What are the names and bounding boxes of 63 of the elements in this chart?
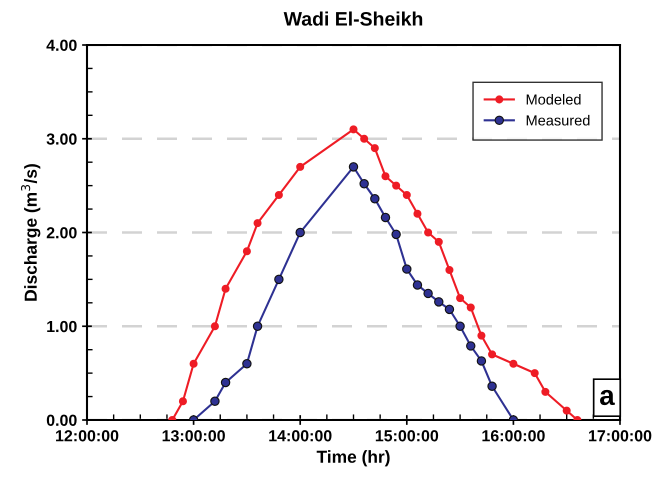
x-tick-label: 16:00:00 [482, 430, 545, 442]
point [274, 274, 284, 284]
point [252, 322, 262, 331]
point [295, 228, 305, 238]
point [242, 359, 252, 368]
point [381, 172, 390, 180]
point [222, 284, 230, 293]
point [402, 190, 411, 200]
point [476, 356, 486, 366]
point [541, 388, 550, 396]
legend-label: Modeled [526, 94, 581, 105]
x-tick-label: 17:00:00 [589, 430, 652, 442]
point [391, 230, 401, 240]
point [530, 369, 539, 378]
point [348, 162, 358, 172]
point [392, 182, 400, 190]
point [434, 238, 443, 246]
y-tick-label: 0.00 [46, 414, 77, 426]
point [210, 322, 219, 330]
point [402, 264, 412, 274]
point [444, 304, 454, 314]
point [466, 341, 476, 351]
point [370, 194, 380, 204]
point [455, 322, 465, 331]
point [423, 288, 433, 298]
point [360, 134, 368, 143]
point [242, 247, 251, 256]
point [487, 382, 497, 391]
point [349, 125, 358, 134]
point [296, 162, 304, 171]
point [370, 144, 379, 152]
x-axis-title: Time (hr) [316, 450, 390, 466]
point [434, 297, 444, 307]
point [190, 360, 198, 368]
point [359, 179, 369, 188]
x-tick-label: 12:00:00 [56, 430, 118, 442]
point [509, 360, 518, 368]
point [380, 212, 390, 222]
point [178, 397, 187, 406]
point [466, 303, 475, 312]
point [562, 406, 571, 415]
y-tick-label: 1.00 [47, 320, 77, 332]
y-axis-title: Discharge (m$^{3}$/s) [21, 164, 40, 301]
annotation: a [600, 390, 615, 406]
point [424, 228, 432, 237]
point [210, 396, 220, 406]
point [220, 378, 230, 388]
point [456, 294, 464, 302]
legend-label: Measured [526, 114, 590, 126]
x-tick-label: 13:00:00 [162, 430, 225, 442]
chart-title: Wadi El-Sheikh [284, 11, 422, 26]
x-tick-label: 15:00:00 [376, 430, 438, 442]
point [274, 190, 283, 200]
y-tick-label: 4.00 [46, 40, 77, 51]
point [413, 210, 422, 218]
point [445, 266, 454, 274]
y-tick-label: 2.00 [46, 227, 77, 238]
x-tick-label: 14:00:00 [269, 430, 332, 442]
y-tick-label: 3.00 [46, 133, 77, 145]
point [488, 350, 496, 358]
point [477, 332, 486, 340]
point [254, 219, 262, 228]
point [412, 280, 422, 290]
